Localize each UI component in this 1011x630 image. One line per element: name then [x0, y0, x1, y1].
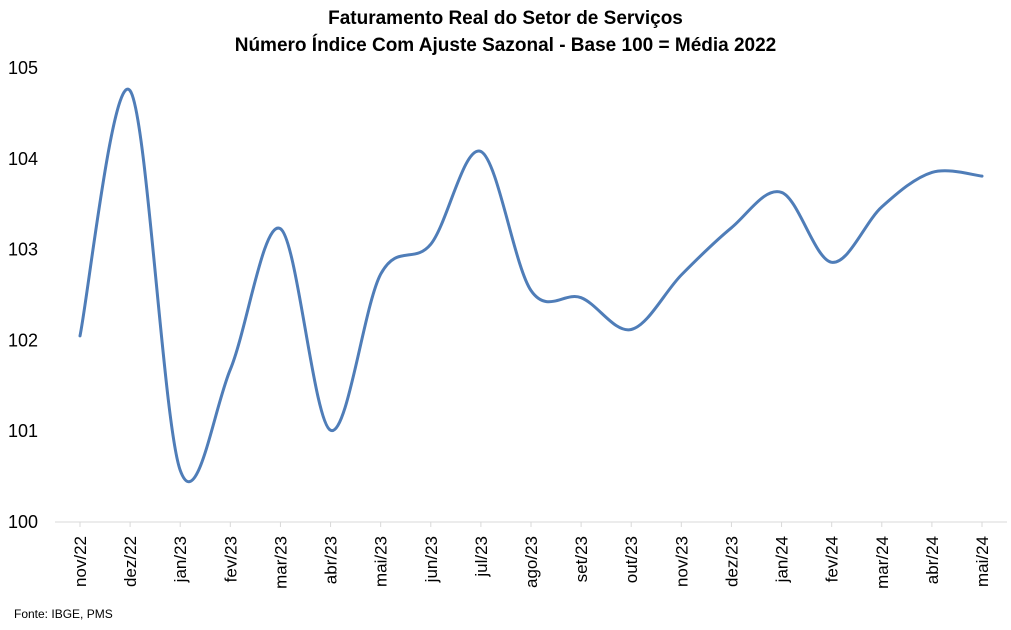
y-tick-label: 101 [8, 421, 38, 441]
y-axis-ticks: 100 101 102 103 104 105 [8, 58, 38, 532]
x-tick-label: out/23 [622, 536, 641, 583]
x-tick-label: fev/23 [221, 536, 240, 582]
x-tick-label: jan/23 [171, 536, 190, 583]
y-tick-label: 104 [8, 149, 38, 169]
x-tick-label: jul/23 [472, 536, 491, 578]
x-tick-label: dez/22 [121, 536, 140, 587]
y-tick-label: 103 [8, 240, 38, 260]
x-tick-label: abr/23 [322, 536, 341, 584]
x-tick-label: set/23 [572, 536, 591, 582]
y-tick-label: 100 [8, 512, 38, 532]
chart-subtitle: Número Índice Com Ajuste Sazonal - Base … [234, 35, 777, 56]
x-tick-label: fev/24 [823, 536, 842, 582]
y-tick-label: 105 [8, 58, 38, 78]
x-axis-ticks: nov/22 dez/22 jan/23 fev/23 mar/23 abr/23 mai/… [71, 522, 992, 589]
x-tick-label: mai/23 [372, 536, 391, 587]
x-tick-label: jan/24 [773, 536, 792, 583]
x-tick-label: nov/22 [71, 536, 90, 587]
chart-title: Faturamento Real do Setor de Serviços [328, 8, 683, 29]
source-note: Fonte: IBGE, PMS [14, 607, 113, 621]
x-tick-label: jun/23 [422, 536, 441, 583]
x-tick-label: mai/24 [973, 536, 992, 587]
series-line [78, 87, 984, 483]
x-tick-label: mar/24 [873, 536, 892, 589]
x-tick-label: nov/23 [672, 536, 691, 587]
x-tick-label: mar/23 [271, 536, 290, 589]
x-tick-label: ago/23 [522, 536, 541, 588]
x-tick-label: abr/24 [923, 536, 942, 584]
x-tick-label: dez/23 [722, 536, 741, 587]
y-tick-label: 102 [8, 330, 38, 350]
